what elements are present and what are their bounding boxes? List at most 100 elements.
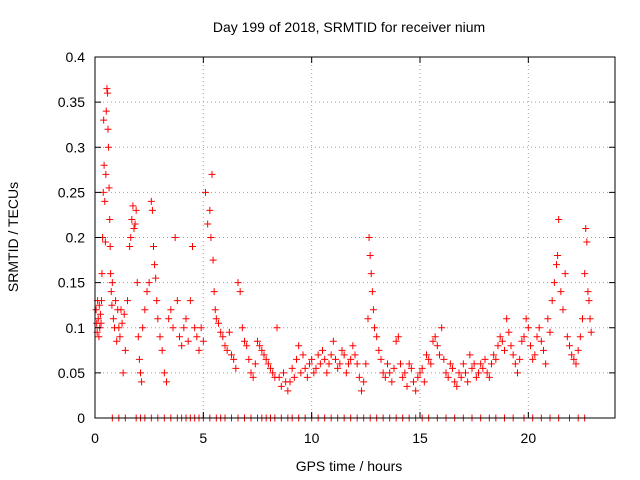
data-point bbox=[332, 355, 339, 363]
data-point bbox=[288, 364, 296, 372]
data-point bbox=[410, 378, 417, 386]
data-point bbox=[107, 288, 115, 296]
data-point bbox=[550, 279, 558, 287]
data-point bbox=[284, 387, 292, 395]
data-point bbox=[342, 369, 350, 377]
data-point bbox=[267, 364, 274, 372]
data-point bbox=[503, 315, 511, 323]
data-point bbox=[364, 315, 372, 323]
data-point bbox=[275, 373, 283, 381]
data-point bbox=[446, 360, 454, 368]
data-point bbox=[211, 306, 219, 314]
data-point bbox=[186, 297, 194, 305]
data-point bbox=[295, 342, 303, 350]
data-point bbox=[286, 378, 294, 386]
data-point bbox=[232, 364, 240, 372]
data-point bbox=[559, 306, 567, 314]
data-point bbox=[373, 333, 381, 341]
grid bbox=[95, 57, 615, 418]
data-point bbox=[527, 342, 534, 350]
data-point bbox=[568, 351, 576, 359]
data-point bbox=[202, 188, 209, 196]
data-point bbox=[466, 351, 474, 359]
data-point bbox=[308, 355, 316, 363]
data-point bbox=[217, 328, 225, 336]
data-point bbox=[584, 288, 592, 296]
data-point bbox=[511, 360, 519, 368]
data-point bbox=[138, 378, 146, 386]
data-point bbox=[178, 342, 186, 350]
data-point bbox=[241, 337, 248, 345]
data-point bbox=[384, 360, 391, 368]
data-point bbox=[579, 315, 586, 323]
data-point bbox=[228, 351, 235, 359]
data-point bbox=[371, 324, 378, 332]
data-point bbox=[531, 351, 539, 359]
data-point bbox=[135, 355, 143, 363]
data-point bbox=[251, 360, 259, 368]
data-point bbox=[498, 337, 506, 345]
data-point bbox=[139, 324, 147, 332]
x-tick-label: 0 bbox=[91, 430, 99, 446]
data-point bbox=[414, 373, 422, 381]
data-point bbox=[587, 328, 595, 336]
data-point bbox=[249, 373, 257, 381]
data-point bbox=[345, 360, 352, 368]
data-point bbox=[399, 373, 407, 381]
data-point bbox=[297, 369, 305, 377]
data-point bbox=[514, 369, 521, 377]
data-point bbox=[197, 324, 205, 332]
data-point bbox=[496, 333, 504, 341]
data-point bbox=[453, 382, 461, 390]
data-point bbox=[572, 360, 580, 368]
data-point bbox=[147, 197, 155, 205]
data-point bbox=[133, 279, 141, 287]
data-point bbox=[269, 369, 277, 377]
y-tick-label: 0.4 bbox=[66, 49, 86, 65]
data-point bbox=[107, 270, 115, 278]
data-point bbox=[141, 306, 149, 314]
data-point bbox=[425, 355, 433, 363]
data-point bbox=[100, 116, 108, 124]
data-point bbox=[433, 342, 441, 350]
data-point bbox=[479, 364, 487, 372]
data-point bbox=[299, 351, 307, 359]
data-point bbox=[145, 279, 153, 287]
y-tick-label: 0.35 bbox=[58, 94, 85, 110]
data-point bbox=[148, 206, 156, 214]
y-tick-label: 0.25 bbox=[58, 184, 85, 200]
data-point bbox=[366, 252, 374, 260]
data-point bbox=[490, 351, 498, 359]
data-point bbox=[325, 360, 333, 368]
data-point bbox=[104, 143, 112, 151]
data-point bbox=[390, 364, 398, 372]
data-point bbox=[115, 324, 123, 332]
data-point bbox=[100, 161, 108, 169]
data-point bbox=[245, 355, 253, 363]
data-point bbox=[468, 364, 476, 372]
data-point bbox=[258, 346, 266, 354]
data-point bbox=[165, 315, 173, 323]
data-point bbox=[369, 306, 377, 314]
data-point bbox=[336, 360, 344, 368]
data-point bbox=[442, 369, 450, 377]
data-point bbox=[367, 270, 375, 278]
x-tick-label: 10 bbox=[304, 430, 320, 446]
data-point bbox=[312, 364, 320, 372]
data-point bbox=[347, 355, 355, 363]
data-point bbox=[429, 337, 437, 345]
data-point bbox=[151, 261, 159, 269]
data-point bbox=[381, 373, 389, 381]
data-point bbox=[403, 382, 411, 390]
data-point bbox=[221, 342, 229, 350]
data-point bbox=[129, 202, 137, 210]
y-tick-label: 0.2 bbox=[66, 230, 86, 246]
data-point bbox=[586, 315, 594, 323]
data-point bbox=[583, 238, 591, 246]
data-point bbox=[488, 360, 495, 368]
x-axis-label: GPS time / hours bbox=[296, 458, 403, 474]
data-point bbox=[103, 85, 111, 93]
data-point bbox=[98, 270, 106, 278]
data-point bbox=[438, 324, 446, 332]
data-point bbox=[96, 310, 104, 318]
